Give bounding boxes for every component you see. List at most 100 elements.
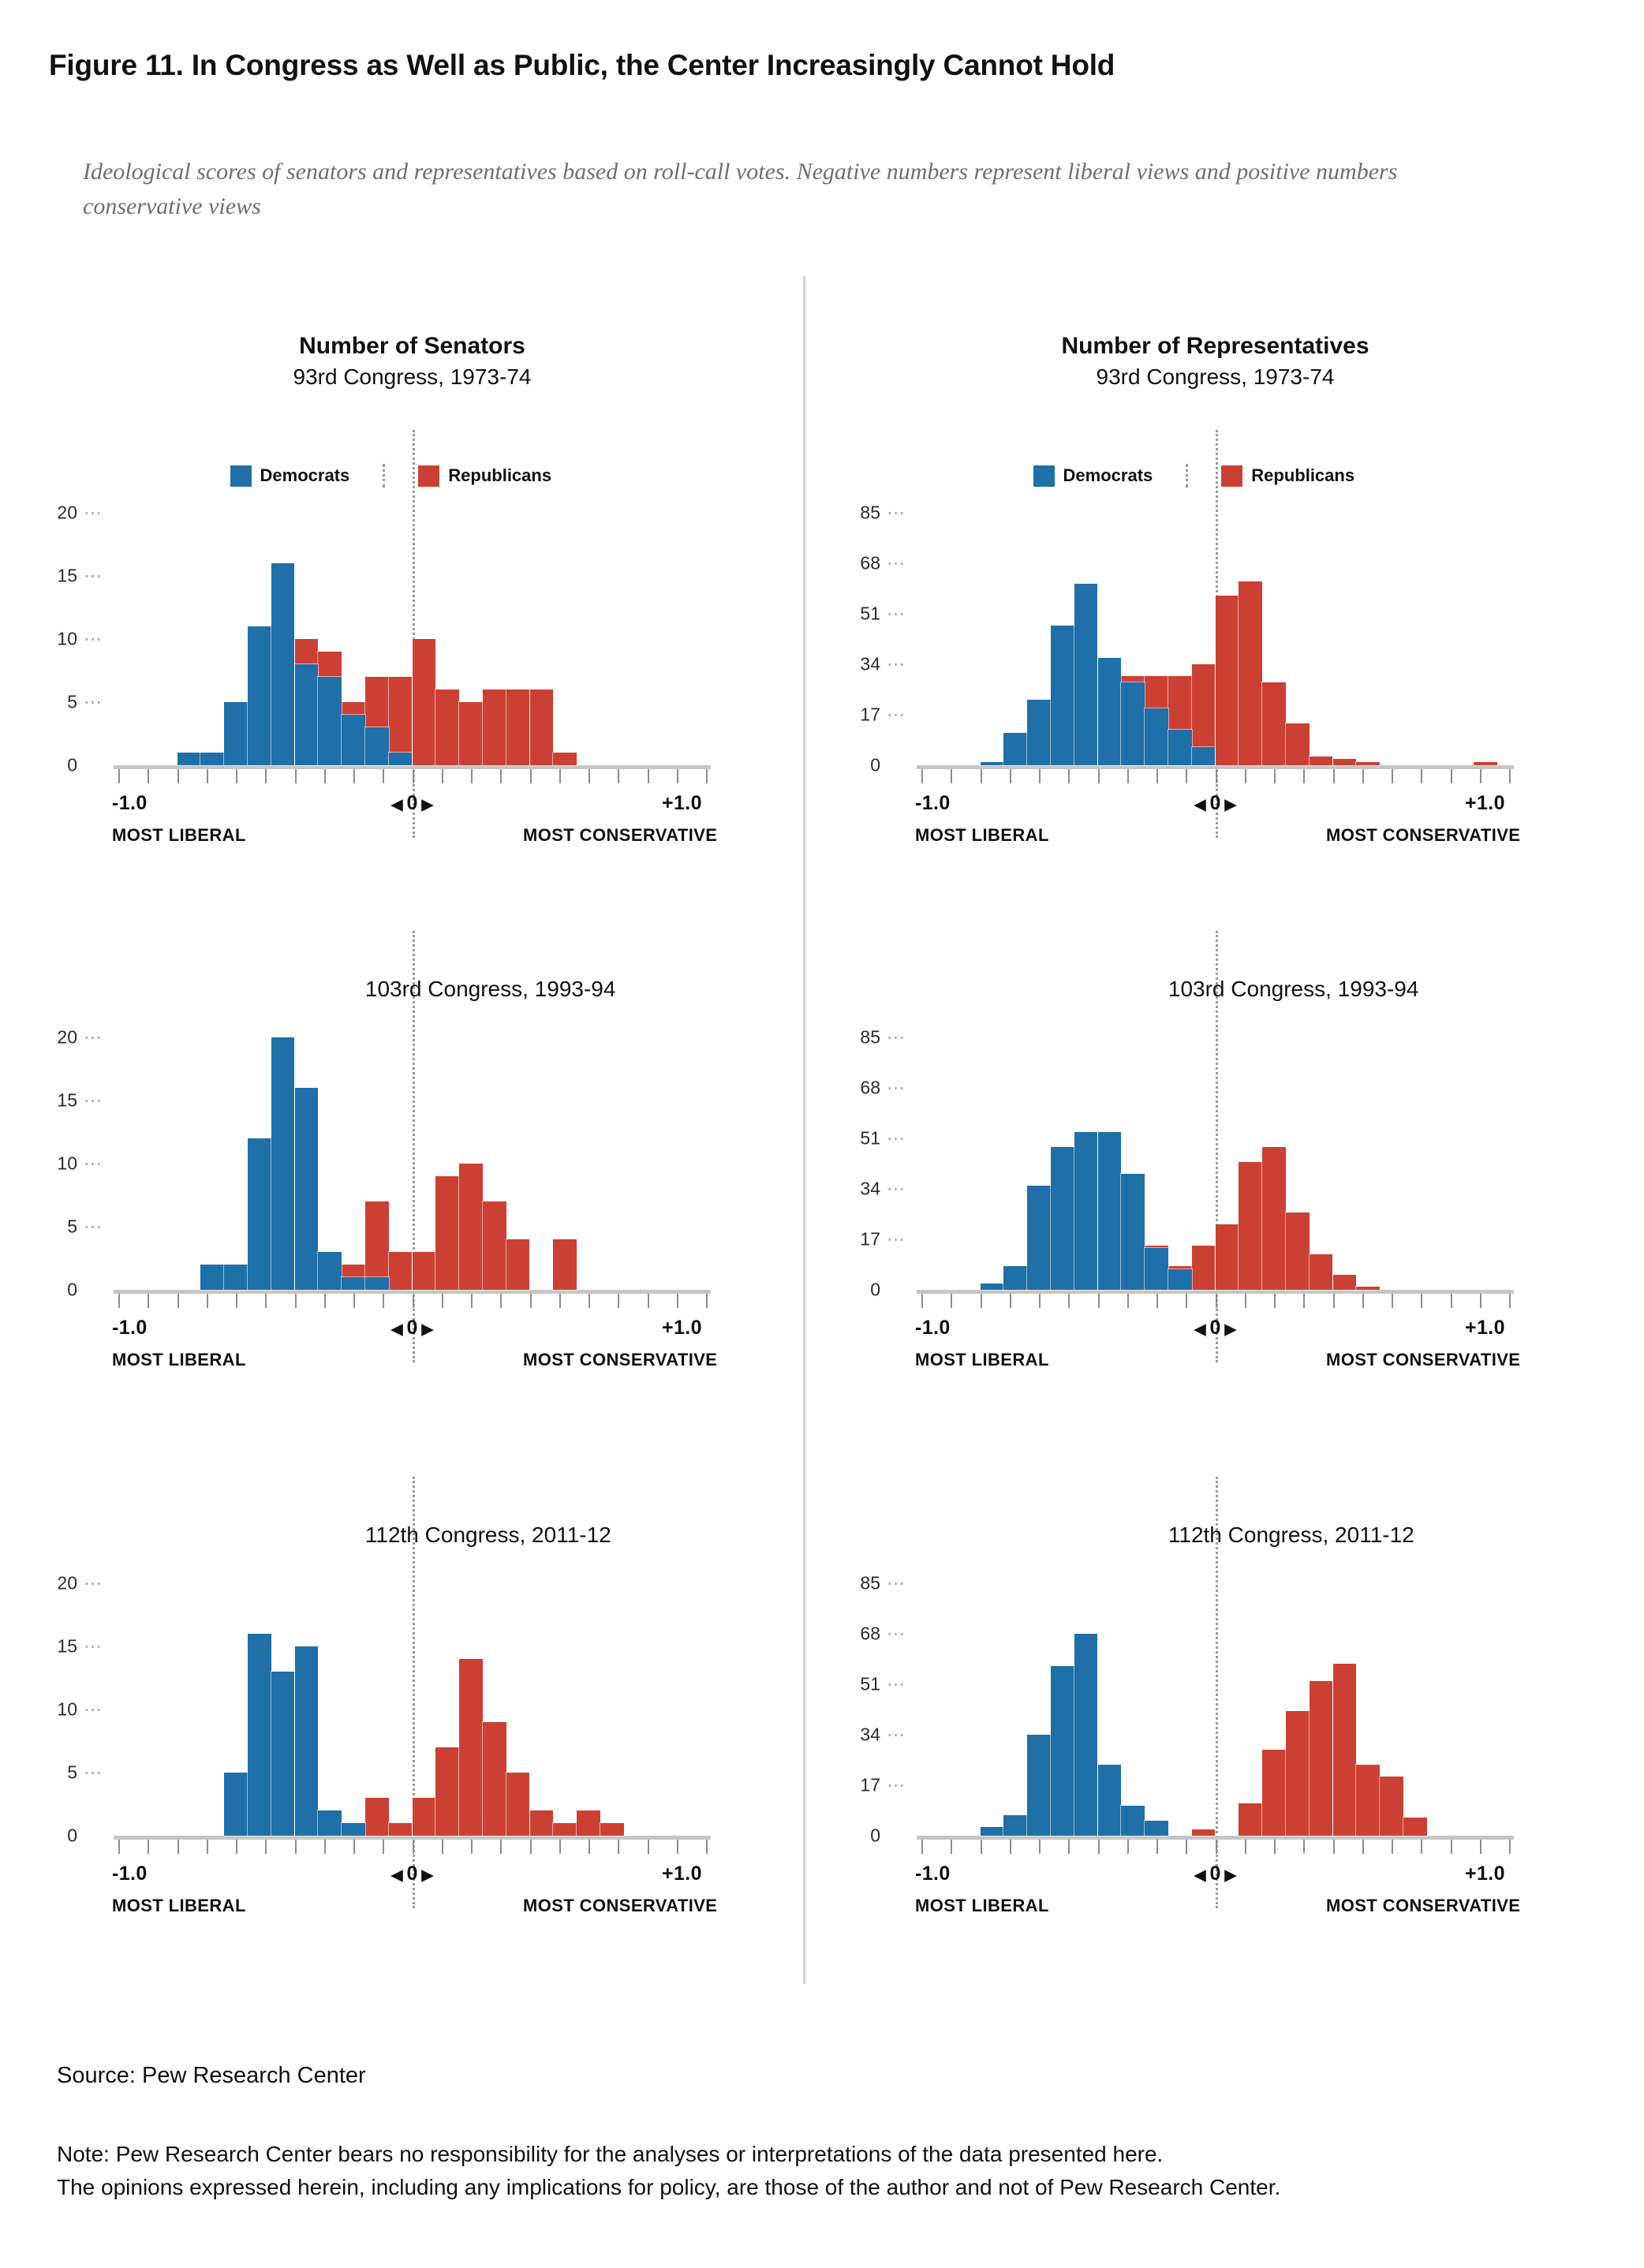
x-axis-tick bbox=[647, 769, 649, 783]
x-axis-max-label: +1.0 bbox=[662, 792, 702, 814]
histogram-bar-democrat bbox=[246, 626, 272, 766]
histogram-bar-republican bbox=[1402, 1817, 1428, 1836]
x-axis-tick bbox=[1392, 1840, 1393, 1854]
histogram-bar-republican bbox=[552, 1239, 578, 1291]
y-axis-tick-label: 15 bbox=[57, 1089, 77, 1111]
x-axis-tick bbox=[412, 1294, 414, 1308]
zero-label: 0 bbox=[406, 792, 418, 814]
y-axis-tick-label: 34 bbox=[860, 653, 880, 674]
histogram-bar-republican bbox=[411, 638, 437, 766]
x-axis-tick bbox=[500, 769, 503, 783]
bars-container bbox=[921, 1583, 1509, 1837]
chart-panel-senate-0: Number of Senators 93rd Congress, 1973-74… bbox=[8, 331, 785, 845]
zero-reference-line bbox=[1215, 931, 1218, 1362]
x-axis-min-label: -1.0 bbox=[112, 1863, 148, 1885]
x-axis-line bbox=[917, 765, 1514, 769]
x-axis-tick bbox=[353, 769, 355, 783]
figure-subtitle: Ideological scores of senators and repre… bbox=[83, 159, 1398, 219]
y-axis-tick-label: 10 bbox=[57, 628, 77, 649]
x-axis-tick bbox=[1450, 1294, 1452, 1308]
y-axis-tick-dots: ⋯ bbox=[887, 552, 906, 574]
panel-subtitle: 93rd Congress, 1973-74 bbox=[293, 364, 532, 389]
legend-item-republicans[interactable]: Republicans bbox=[418, 465, 551, 487]
y-axis-tick-label: 34 bbox=[860, 1178, 880, 1199]
x-axis-tick bbox=[1127, 1840, 1129, 1854]
x-axis-tick bbox=[118, 1294, 120, 1308]
panel-header: Number of Senators 93rd Congress, 1973-74 bbox=[118, 331, 706, 391]
x-axis-tick bbox=[353, 1294, 355, 1308]
legend-label-republicans: Republicans bbox=[1251, 465, 1355, 485]
x-axis-tick bbox=[647, 1294, 649, 1308]
x-axis-right-caption: MOST CONSERVATIVE bbox=[1326, 825, 1521, 845]
x-axis-tick bbox=[1186, 1294, 1188, 1308]
x-axis-tick bbox=[559, 1294, 561, 1308]
x-axis-max-label: +1.0 bbox=[662, 1863, 702, 1885]
histogram-bar-democrat bbox=[270, 1037, 296, 1291]
x-axis-zero-marker: ◀ 0 ▶ bbox=[1194, 1863, 1236, 1885]
x-axis-tick bbox=[529, 1294, 532, 1308]
x-axis-line bbox=[114, 765, 711, 769]
panel-header: Number of Representatives 93rd Congress, … bbox=[921, 331, 1509, 391]
x-axis-left-caption: MOST LIBERAL bbox=[112, 1350, 246, 1369]
y-axis-tick-label: 0 bbox=[67, 1825, 77, 1846]
zero-reference-line bbox=[412, 430, 415, 838]
panel-subtitle: 103rd Congress, 1993-94 bbox=[1168, 977, 1419, 1001]
legend-item-democrats[interactable]: Democrats bbox=[230, 465, 349, 487]
y-axis-tick-label: 5 bbox=[67, 691, 77, 712]
y-axis-tick-dots: ⋯ bbox=[887, 1724, 906, 1745]
x-axis-tick bbox=[1244, 1294, 1246, 1308]
bars-container bbox=[118, 1583, 706, 1836]
histogram-bar-democrat bbox=[1190, 746, 1216, 766]
x-axis-max-label: +1.0 bbox=[1465, 792, 1505, 814]
x-axis-tick bbox=[1215, 1294, 1217, 1308]
x-axis-tick bbox=[265, 769, 267, 783]
histogram-bar-democrat bbox=[200, 752, 226, 766]
histogram-bar-republican bbox=[1238, 580, 1264, 767]
histogram-bar-republican bbox=[1238, 1161, 1264, 1291]
column-divider bbox=[803, 276, 805, 1984]
y-axis-tick-label: 17 bbox=[860, 1774, 880, 1795]
x-axis-zero-marker: ◀ 0 ▶ bbox=[391, 1317, 433, 1340]
x-axis-tick bbox=[1156, 1294, 1158, 1308]
x-axis-tick bbox=[118, 1840, 120, 1854]
x-axis-right-caption: MOST CONSERVATIVE bbox=[523, 1896, 718, 1915]
plot-area: 0 17 ⋯ 34 ⋯ 51 ⋯ 68 ⋯ 85 ⋯ -1.0 +1.0 ◀ 0 ▶ MOST LIBERAL M… bbox=[860, 430, 1520, 845]
x-axis-tick bbox=[148, 1840, 150, 1854]
x-axis-tick bbox=[1039, 1294, 1041, 1308]
panel-subtitle: 93rd Congress, 1973-74 bbox=[1096, 364, 1335, 389]
histogram-bar-democrat bbox=[1144, 1820, 1169, 1836]
x-axis-tick bbox=[206, 769, 208, 783]
zero-label: 0 bbox=[406, 1317, 418, 1339]
y-axis-tick-dots: ⋯ bbox=[887, 653, 906, 674]
x-axis-left-caption: MOST LIBERAL bbox=[915, 1896, 1049, 1915]
x-axis-tick bbox=[294, 1294, 297, 1308]
x-axis-tick bbox=[412, 769, 414, 783]
histogram-bar-democrat bbox=[1003, 731, 1029, 767]
x-axis-tick bbox=[921, 1840, 923, 1854]
plot-area: 0 17 ⋯ 34 ⋯ 51 ⋯ 68 ⋯ 85 ⋯ -1.0 +1.0 ◀ 0 ▶ MOST LIBERAL M… bbox=[860, 1477, 1520, 1915]
x-axis-tick bbox=[383, 769, 385, 783]
y-axis-tick-label: 10 bbox=[57, 1153, 77, 1174]
histogram-bar-republican bbox=[1355, 1763, 1381, 1837]
bars-container bbox=[118, 1037, 706, 1291]
x-axis-line bbox=[114, 1836, 711, 1840]
histogram-bar-republican bbox=[1284, 1212, 1310, 1291]
histogram-bar-democrat bbox=[1003, 1814, 1029, 1837]
bars-container bbox=[921, 513, 1509, 767]
zero-reference-line bbox=[412, 931, 415, 1362]
histogram-bar-democrat bbox=[341, 1276, 366, 1291]
histogram-bar-republican bbox=[1238, 1802, 1264, 1837]
histogram-bar-republican bbox=[458, 1163, 484, 1291]
x-axis-tick bbox=[1127, 769, 1129, 783]
zero-right-arrow-icon: ▶ bbox=[421, 797, 434, 813]
zero-left-arrow-icon: ◀ bbox=[1194, 1321, 1206, 1338]
legend-item-democrats[interactable]: Democrats bbox=[1033, 465, 1153, 487]
legend-item-republicans[interactable]: Republicans bbox=[1221, 465, 1354, 487]
y-axis-tick-label: 68 bbox=[860, 1623, 880, 1644]
x-axis-tick bbox=[1039, 769, 1041, 783]
x-axis-tick bbox=[1097, 1294, 1100, 1308]
y-axis-tick-dots: ⋯ bbox=[887, 1673, 906, 1694]
histogram-bar-republican bbox=[599, 1822, 625, 1836]
legend-label-democrats: Democrats bbox=[1063, 465, 1153, 485]
x-axis-tick bbox=[177, 1840, 179, 1854]
